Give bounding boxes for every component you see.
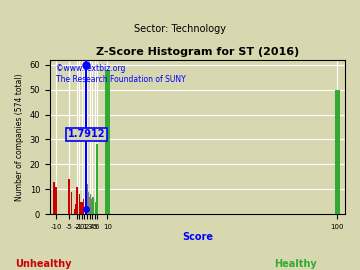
- Bar: [84, 197, 85, 214]
- Bar: [93, 197, 94, 214]
- X-axis label: Score: Score: [182, 231, 213, 241]
- Bar: [80, 202, 81, 214]
- Bar: [95, 202, 96, 214]
- Bar: [91, 200, 92, 214]
- Bar: [79, 194, 80, 214]
- Bar: [55, 187, 58, 214]
- Bar: [82, 202, 83, 214]
- Bar: [53, 182, 55, 214]
- Bar: [83, 200, 84, 214]
- Bar: [68, 180, 70, 214]
- Bar: [81, 202, 82, 214]
- Bar: [96, 144, 98, 214]
- Text: Unhealthy: Unhealthy: [15, 259, 71, 269]
- Bar: [90, 194, 91, 214]
- Y-axis label: Number of companies (574 total): Number of companies (574 total): [15, 73, 24, 201]
- Bar: [96, 204, 97, 214]
- Bar: [71, 192, 72, 214]
- Bar: [73, 210, 75, 214]
- Text: Sector: Technology: Sector: Technology: [134, 24, 226, 34]
- Text: The Research Foundation of SUNY: The Research Foundation of SUNY: [56, 75, 185, 84]
- Title: Z-Score Histogram for ST (2016): Z-Score Histogram for ST (2016): [96, 48, 299, 58]
- Bar: [76, 187, 78, 214]
- Bar: [87, 194, 88, 214]
- Bar: [86, 192, 87, 214]
- Bar: [105, 70, 110, 214]
- Text: 1.7912: 1.7912: [68, 130, 105, 140]
- Bar: [85, 190, 86, 214]
- Text: ©www.textbiz.org: ©www.textbiz.org: [56, 64, 125, 73]
- Bar: [335, 90, 339, 214]
- Bar: [75, 204, 76, 214]
- Bar: [89, 197, 90, 214]
- Bar: [92, 197, 93, 214]
- Text: Healthy: Healthy: [274, 259, 316, 269]
